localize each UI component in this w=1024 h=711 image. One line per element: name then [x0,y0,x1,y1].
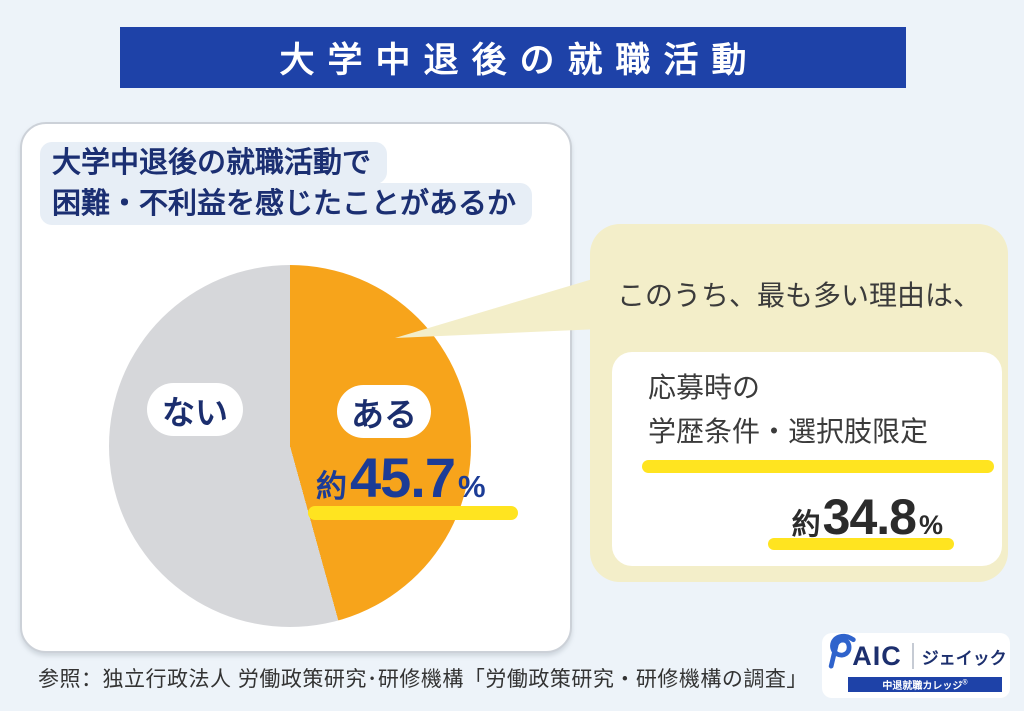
jaic-kana-text: ジェイック [921,648,1007,668]
jaic-j-loop-icon [825,633,859,676]
header-banner: 大学中退後の就職活動 [120,27,906,88]
logo-subtitle: 中退就職カレッジ [882,681,963,692]
reason-value-unit: % [918,510,943,540]
pie-label-no-text: ない [162,393,228,431]
logo-subtitle-banner: 中退就職カレッジ® [848,677,1002,692]
jaic-brand-text: AIC [852,640,902,671]
logo-reg-mark: ® [962,679,968,687]
question-line-2: 困難・不利益を感じたことがあるか [40,183,533,225]
reason-value: 約 34.8 % [792,492,943,543]
yes-value-highlight [308,506,518,520]
reason-value-prefix: 約 [791,509,821,541]
callout-lead: このうち、最も多い理由は、 [616,280,981,311]
yes-value-prefix: 約 [316,469,347,504]
reason-value-number: 34.8 [822,489,917,545]
reason-box: 応募時の 学歴条件・選択肢限定 約 34.8 % [612,352,1002,566]
reason-highlight [642,460,994,473]
source-citation: 参照：独立行政法人 労働政策研究･研修機構「労働政策研究・研修機構の調査」 [38,668,808,691]
page-title: 大学中退後の就職活動 [279,41,760,80]
reason-line-1: 応募時の [648,372,761,403]
logo-divider [911,643,914,669]
survey-card: 大学中退後の就職活動で 困難・不利益を感じたことがあるか [20,122,572,653]
pie-label-yes-text: ある [351,395,417,433]
question-line-1: 大学中退後の就職活動で [40,142,388,184]
jaic-logo: AIC ジェイック 中退就職カレッジ® [822,633,1010,698]
pie-label-no: ない [147,383,243,436]
pie-label-yes: ある [337,385,431,438]
question-box: 大学中退後の就職活動で 困難・不利益を感じたことがあるか [40,142,533,225]
pie-chart [109,265,471,627]
reason-line-2: 学歴条件・選択肢限定 [648,416,929,447]
reason-value-highlight [768,538,954,550]
callout-bubble: このうち、最も多い理由は、 応募時の 学歴条件・選択肢限定 約 34.8 % [590,224,1008,582]
yes-value: 約 45.7 % [316,450,486,506]
jaic-logo-row: AIC ジェイック [822,633,1010,675]
yes-value-number: 45.7 [350,446,456,509]
yes-value-unit: % [458,469,486,504]
